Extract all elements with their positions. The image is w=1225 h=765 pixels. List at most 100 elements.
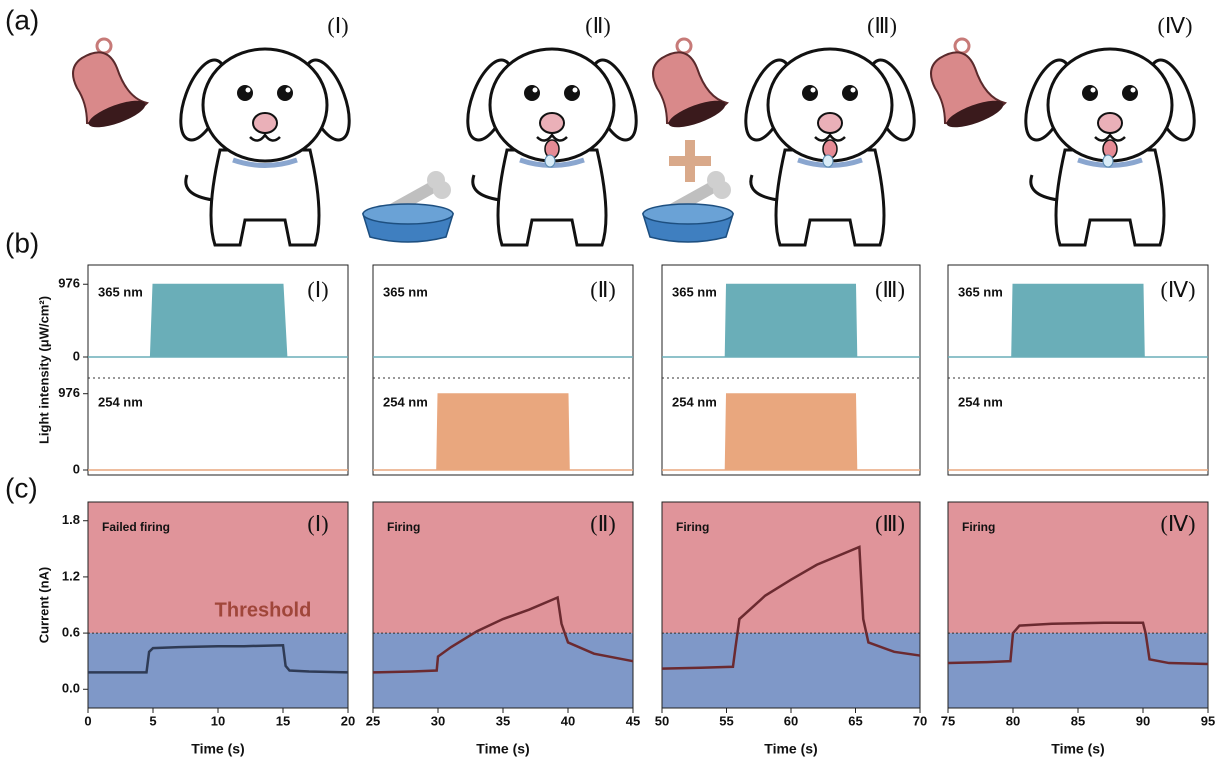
plot-label: (Ⅳ) [1161, 277, 1196, 302]
y-tick-label: 976 [58, 276, 80, 291]
scene-label: (Ⅱ) [585, 13, 610, 38]
x-axis-title: Time (s) [191, 741, 244, 757]
x-tick-label: 75 [941, 713, 955, 728]
bone-end [433, 181, 451, 199]
plus-sign [669, 140, 711, 182]
dog-eye [842, 85, 858, 101]
plot-label: (Ⅰ) [307, 511, 328, 536]
x-tick-label: 30 [431, 713, 445, 728]
x-tick-label: 70 [913, 713, 927, 728]
series-label: 254 nm [958, 394, 1003, 409]
series-label: 254 nm [98, 394, 143, 409]
dog-eye [524, 85, 540, 101]
x-axis-title: Time (s) [476, 741, 529, 757]
y-tick-label: 0 [73, 348, 80, 363]
illustration [73, 39, 1203, 245]
figure: (a) (b) (c) (Ⅰ) (Ⅱ) (Ⅲ) (Ⅳ) 365 nm 0 976 25… [0, 0, 1225, 765]
dog-nose [818, 113, 842, 133]
x-tick-label: 40 [561, 713, 575, 728]
x-tick-label: 55 [719, 713, 733, 728]
dog-eye [277, 85, 293, 101]
y-axis-title: Current (nA) [36, 567, 51, 644]
scene-label: (Ⅲ) [867, 13, 897, 38]
drool [1103, 155, 1113, 167]
annotation: Firing [962, 520, 995, 534]
dog [172, 49, 359, 245]
plot-label: (Ⅲ) [875, 277, 905, 302]
dog-tail [751, 175, 778, 200]
panel-label: (a) [5, 4, 39, 35]
bowl-rim [643, 204, 733, 224]
y-tick-label: 0 [73, 461, 80, 476]
x-tick-label: 85 [1071, 713, 1085, 728]
dog-eye [802, 85, 818, 101]
bowl [363, 171, 453, 242]
series-label: 365 nm [958, 284, 1003, 299]
drool [545, 155, 555, 167]
bell [931, 39, 1006, 133]
bell-ring [677, 39, 691, 53]
y-tick-label: 0.0 [62, 681, 80, 696]
x-tick-label: 60 [784, 713, 798, 728]
plot-label: (Ⅱ) [590, 511, 615, 536]
dog [737, 49, 924, 245]
y-tick-label: 1.2 [62, 568, 80, 583]
plot-label: (Ⅳ) [1161, 511, 1196, 536]
bell-ring [97, 39, 111, 53]
x-tick-label: 15 [276, 713, 290, 728]
dog-eye-shine [573, 88, 578, 93]
panel-label: (c) [5, 472, 38, 503]
bell [73, 39, 148, 133]
y-tick-label: 976 [58, 385, 80, 400]
x-tick-label: 35 [496, 713, 510, 728]
plot-label: (Ⅲ) [875, 511, 905, 536]
dog-nose [253, 113, 277, 133]
below-threshold [948, 633, 1208, 708]
dog-head [203, 49, 327, 161]
threshold-label: Threshold [215, 599, 312, 621]
panel-label: (b) [5, 227, 39, 258]
bell-ring [955, 39, 969, 53]
y-tick-label: 0.6 [62, 625, 80, 640]
dog-nose [540, 113, 564, 133]
dog-eye [564, 85, 580, 101]
x-tick-label: 90 [1136, 713, 1150, 728]
dog-eye-shine [1091, 88, 1096, 93]
scene-label: (Ⅳ) [1158, 13, 1193, 38]
dog-tail [1031, 175, 1058, 200]
series-label: 365 nm [672, 284, 717, 299]
x-tick-label: 80 [1006, 713, 1020, 728]
series-label: 254 nm [672, 394, 717, 409]
below-threshold [662, 633, 920, 708]
series-label: 365 nm [383, 284, 428, 299]
dog-tail [473, 175, 500, 200]
plot-label: (Ⅰ) [307, 277, 328, 302]
bowl-rim [363, 204, 453, 224]
dog-nose [1098, 113, 1122, 133]
bone-end [713, 181, 731, 199]
annotation: Firing [676, 520, 709, 534]
x-tick-label: 50 [655, 713, 669, 728]
y-tick-label: 1.8 [62, 512, 80, 527]
dog [1017, 49, 1204, 245]
dog-eye [1122, 85, 1138, 101]
x-tick-label: 45 [626, 713, 640, 728]
x-tick-label: 20 [341, 713, 355, 728]
dog-eye-shine [851, 88, 856, 93]
dog-tail [186, 175, 213, 200]
x-axis-title: Time (s) [1051, 741, 1104, 757]
series-label: 365 nm [98, 284, 143, 299]
annotation: Firing [387, 520, 420, 534]
dog-eye-shine [246, 88, 251, 93]
x-tick-label: 65 [848, 713, 862, 728]
x-tick-label: 5 [149, 713, 156, 728]
dog-eye-shine [1131, 88, 1136, 93]
dog-eye [237, 85, 253, 101]
dog-eye [1082, 85, 1098, 101]
dog-eye-shine [286, 88, 291, 93]
bell [653, 39, 728, 133]
series-label: 254 nm [383, 394, 428, 409]
x-tick-label: 95 [1201, 713, 1215, 728]
dog-eye-shine [533, 88, 538, 93]
x-tick-label: 0 [84, 713, 91, 728]
